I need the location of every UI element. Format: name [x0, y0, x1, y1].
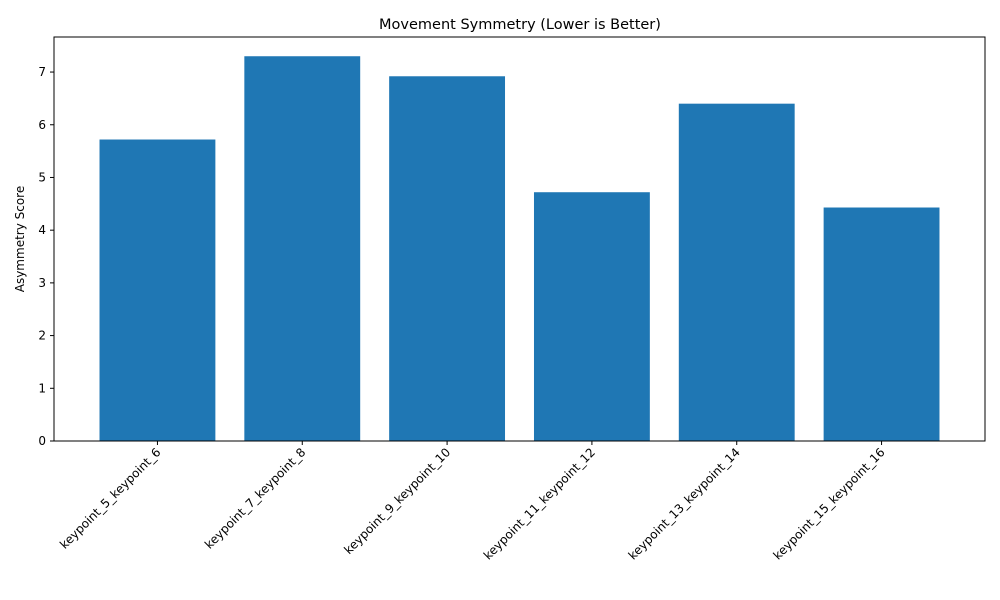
y-tick-label: 7: [38, 65, 46, 79]
y-tick-label: 3: [38, 276, 46, 290]
y-tick-label: 1: [38, 381, 46, 395]
bar-keypoint-15-keypoint-16: [823, 207, 940, 441]
chart-title: Movement Symmetry (Lower is Better): [379, 17, 661, 33]
y-tick-label: 5: [38, 170, 46, 184]
bars-group: [99, 56, 940, 442]
bar-keypoint-13-keypoint-14: [678, 103, 795, 441]
bar-keypoint-9-keypoint-10: [389, 76, 506, 442]
y-axis: 0 1 2 3 4 5 6 7: [38, 65, 54, 448]
bar-keypoint-7-keypoint-8: [244, 56, 361, 441]
y-tick-label: 0: [38, 434, 46, 448]
bar-keypoint-11-keypoint-12: [533, 192, 650, 441]
y-tick-label: 4: [38, 223, 46, 237]
y-axis-label: Asymmetry Score: [13, 186, 27, 293]
bar-keypoint-5-keypoint-6: [99, 139, 216, 442]
plot-frame: [53, 36, 986, 442]
y-tick-label: 6: [38, 118, 46, 132]
y-tick-label: 2: [38, 329, 46, 343]
